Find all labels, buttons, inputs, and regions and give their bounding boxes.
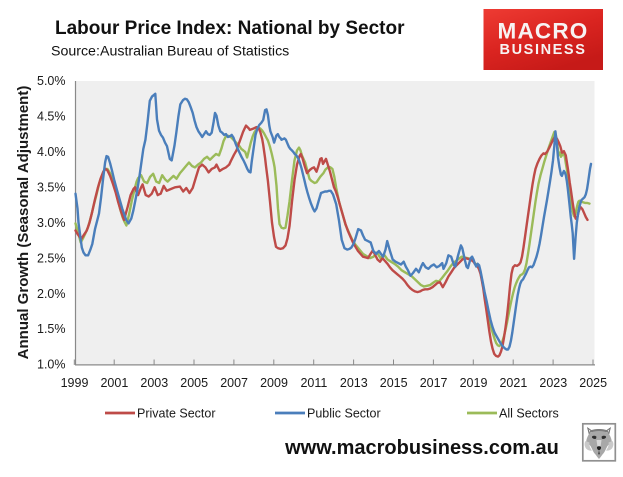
svg-text:4.5%: 4.5%	[37, 110, 66, 124]
svg-text:3.5%: 3.5%	[37, 181, 66, 195]
svg-text:www.macrobusiness.com.au: www.macrobusiness.com.au	[284, 437, 559, 459]
svg-text:2001: 2001	[100, 376, 128, 390]
svg-text:Labour Price Index: National b: Labour Price Index: National by Sector	[55, 18, 405, 39]
svg-text:1999: 1999	[61, 376, 89, 390]
svg-text:2023: 2023	[539, 376, 567, 390]
svg-text:2013: 2013	[340, 376, 368, 390]
svg-text:2.5%: 2.5%	[37, 251, 66, 265]
svg-text:1.0%: 1.0%	[37, 358, 66, 372]
svg-text:2011: 2011	[300, 376, 327, 390]
svg-text:All Sectors: All Sectors	[499, 407, 559, 421]
svg-text:2025: 2025	[579, 376, 607, 390]
svg-text:3.0%: 3.0%	[37, 216, 66, 230]
svg-text:2017: 2017	[420, 376, 448, 390]
svg-text:2007: 2007	[220, 376, 248, 390]
svg-text:2005: 2005	[180, 376, 208, 390]
svg-text:2009: 2009	[260, 376, 288, 390]
svg-text:4.0%: 4.0%	[37, 145, 66, 159]
svg-text:2003: 2003	[140, 376, 168, 390]
svg-text:2015: 2015	[380, 376, 408, 390]
svg-text:MACRO: MACRO	[498, 19, 589, 44]
svg-text:Private Sector: Private Sector	[137, 407, 216, 421]
svg-text:BUSINESS: BUSINESS	[500, 42, 587, 58]
svg-text:5.0%: 5.0%	[37, 74, 66, 88]
svg-text:Public Sector: Public Sector	[307, 407, 381, 421]
svg-text:Source:: Source:	[51, 44, 100, 60]
svg-text:2.0%: 2.0%	[37, 287, 66, 301]
svg-text:Australian Bureau of Statistic: Australian Bureau of Statistics	[100, 44, 289, 60]
svg-text:Annual Growth (Seasonal Adjust: Annual Growth (Seasonal Adjustment)	[15, 86, 32, 360]
svg-text:2019: 2019	[460, 376, 488, 390]
svg-text:1.5%: 1.5%	[37, 322, 66, 336]
svg-text:2021: 2021	[499, 376, 527, 390]
